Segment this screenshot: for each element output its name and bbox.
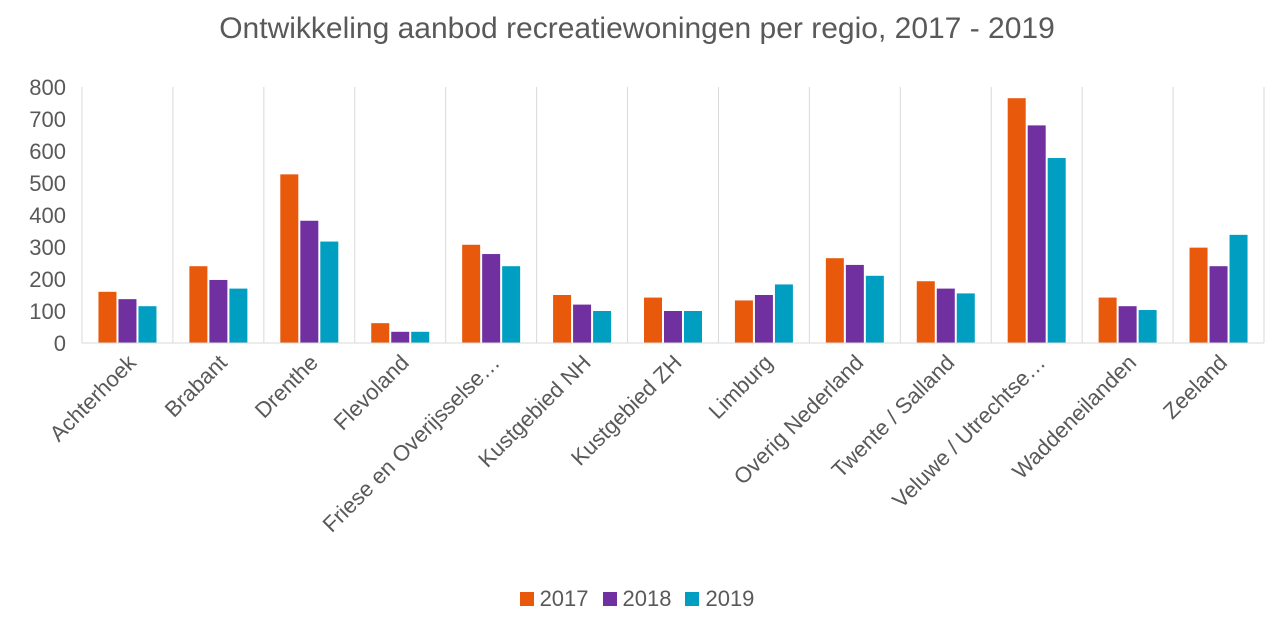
bar-2017 <box>280 174 299 343</box>
bars <box>98 98 1248 344</box>
x-tick-label: Flevoland <box>329 350 414 435</box>
y-tick-label: 400 <box>29 203 66 228</box>
bar-2019 <box>1229 234 1248 343</box>
bar-2019 <box>774 284 793 343</box>
legend-label: 2019 <box>705 586 755 611</box>
y-axis-ticks: 0 100 200 300 400 500 600 700 800 <box>29 75 66 356</box>
bar-2019 <box>684 311 702 343</box>
bar-2018 <box>936 288 955 343</box>
bar-2018 <box>391 331 410 343</box>
bar-2017 <box>916 281 935 343</box>
legend-swatch <box>685 592 700 606</box>
legend-label: 2017 <box>539 586 589 611</box>
x-tick-label: Drenthe <box>250 350 323 423</box>
bar-2019 <box>411 331 430 343</box>
bar-2017 <box>371 323 390 343</box>
x-tick-label: Limburg <box>704 350 778 424</box>
y-tick-label: 500 <box>29 171 66 196</box>
x-tick-label: Friese en Overijsselse… <box>318 350 505 537</box>
bar-2017 <box>825 258 844 343</box>
bar-2017 <box>98 291 117 343</box>
y-tick-label: 800 <box>29 75 66 100</box>
x-tick-label: Achterhoek <box>45 349 142 446</box>
bar-2018 <box>1027 125 1046 344</box>
bar-2019 <box>502 266 521 343</box>
legend-item: 2019 <box>685 586 754 612</box>
legend-item: 2018 <box>602 586 672 612</box>
bar-2018 <box>118 299 137 343</box>
y-tick-label: 0 <box>54 331 66 356</box>
bar-2018 <box>845 264 864 343</box>
bar-2018 <box>209 279 228 343</box>
bar-2019 <box>956 293 975 343</box>
bar-2018 <box>1118 306 1137 343</box>
bar-2019 <box>593 311 612 343</box>
y-tick-label: 700 <box>29 107 66 132</box>
bar-2019 <box>229 288 248 343</box>
bar-2017 <box>462 244 481 343</box>
legend-label: 2018 <box>622 586 672 611</box>
bar-2017 <box>734 300 753 343</box>
x-axis-ticks: Achterhoek Brabant Drenthe FlevolandFriese … <box>45 349 1232 537</box>
bar-2019 <box>1047 158 1066 343</box>
legend: 2017 2018 2019 <box>0 586 1274 612</box>
x-tick-label: Brabant <box>160 350 232 422</box>
bar-2017 <box>644 297 662 343</box>
legend-swatch <box>519 592 534 606</box>
legend-item: 2017 <box>519 586 589 612</box>
x-tick-label: Veluwe / Utrechtse… <box>887 350 1050 513</box>
bar-2018 <box>573 304 592 343</box>
chart-title: Ontwikkeling aanbod recreatiewoningen pe… <box>219 12 1055 45</box>
bar-2018 <box>482 254 501 343</box>
bar-2017 <box>1189 247 1208 343</box>
bar-2017 <box>1098 297 1117 343</box>
bar-2017 <box>189 266 208 343</box>
bar-2018 <box>664 311 682 343</box>
bar-2019 <box>1138 310 1157 343</box>
y-tick-label: 200 <box>29 267 66 292</box>
y-tick-label: 300 <box>29 235 66 260</box>
bar-2019 <box>865 275 884 343</box>
bar-2018 <box>754 295 773 343</box>
x-tick-label: Zeeland <box>1158 350 1232 424</box>
bar-2017 <box>1007 98 1026 343</box>
y-tick-label: 600 <box>29 139 66 164</box>
grid-lines <box>81 87 1265 343</box>
legend-swatch <box>602 592 617 606</box>
bar-2019 <box>320 241 339 343</box>
bar-2018 <box>300 220 319 343</box>
bar-2017 <box>553 295 572 343</box>
bar-2018 <box>1209 266 1228 343</box>
bar-2019 <box>138 306 157 343</box>
y-tick-label: 100 <box>29 299 66 324</box>
